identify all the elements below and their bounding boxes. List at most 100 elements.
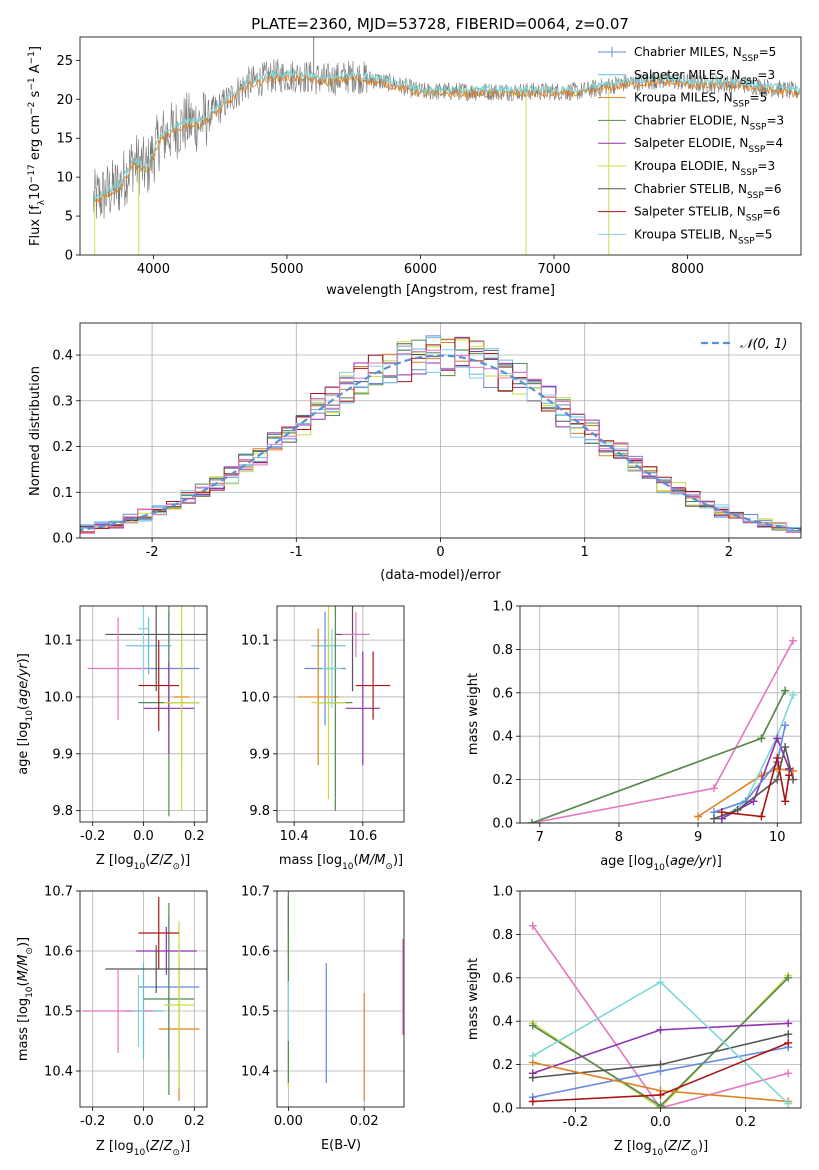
x-tick-label: 6000 xyxy=(404,262,437,277)
age-vs-Z-ylabel: age [log10(age/yr)] xyxy=(16,653,35,775)
y-tick-label: 10.0 xyxy=(44,690,73,705)
y-tick-label: 0.4 xyxy=(52,349,73,364)
weight-marker xyxy=(784,1019,793,1028)
weight-marker xyxy=(709,814,718,823)
x-tick-label: 0.0 xyxy=(133,1114,154,1129)
weight-marker xyxy=(709,784,718,793)
y-tick-label: 0.0 xyxy=(52,532,73,547)
weight-marker xyxy=(717,808,726,817)
y-tick-label: 0.2 xyxy=(492,773,513,788)
weight-marker xyxy=(781,743,790,752)
legend-entry: 𝒩(0, 1) xyxy=(740,337,787,352)
legend-entry: Kroupa STELIB, NSSP=5 xyxy=(634,227,772,246)
y-tick-label: 0.4 xyxy=(492,730,513,745)
weight-marker xyxy=(694,812,703,821)
x-tick-label: 5000 xyxy=(270,262,303,277)
x-tick-label: 1 xyxy=(581,545,589,560)
mass-vs-Z-ylabel: mass [log10(M/M⊙)] xyxy=(16,937,35,1061)
weight-marker xyxy=(784,1069,793,1078)
weight-marker xyxy=(528,1021,537,1030)
weight-marker xyxy=(784,1099,793,1108)
x-tick-label: 0.00 xyxy=(274,1114,303,1129)
weight-marker xyxy=(656,1090,665,1099)
legend-entry: Kroupa MILES, NSSP=5 xyxy=(634,91,767,110)
mass-vs-Z-xlabel: Z [log10(Z/Z⊙)] xyxy=(96,1139,190,1158)
weight-marker xyxy=(773,734,782,743)
x-tick-label: -0.2 xyxy=(80,829,105,844)
weight-series xyxy=(532,925,789,1108)
weight-marker xyxy=(773,775,782,784)
y-tick-label: 0.6 xyxy=(492,971,513,986)
age_vs_Z-errorbars xyxy=(87,606,207,817)
x-tick-label: 2 xyxy=(725,545,733,560)
weight_vs_age-frame xyxy=(519,605,802,824)
histogram-xlabel: (data-model)/error xyxy=(380,568,501,583)
weight-marker xyxy=(656,1025,665,1034)
y-tick-label: 0.4 xyxy=(492,1015,513,1030)
weight-marker xyxy=(733,805,742,814)
weight-marker xyxy=(789,690,798,699)
weight-marker xyxy=(528,1073,537,1082)
plots-group: 4000 5000 6000 7000 80000510152025wavelength… xyxy=(16,36,802,1158)
weight-marker xyxy=(784,973,793,982)
y-tick-label: 0.0 xyxy=(492,817,513,832)
y-tick-label: 10.7 xyxy=(44,885,73,900)
x-tick-label: 4000 xyxy=(137,262,170,277)
y-tick-label: 10.6 xyxy=(241,945,270,960)
histogram-ylabel: Normed distribution xyxy=(28,366,43,496)
y-tick-label: 25 xyxy=(56,54,73,69)
observed-spectrum xyxy=(93,59,800,220)
weight-marker xyxy=(527,819,536,823)
weight-marker xyxy=(781,797,790,806)
mass_vs_Z-errorbars xyxy=(82,897,207,1101)
mass_vs_ebv-frame xyxy=(276,890,405,1108)
y-tick-label: 9.9 xyxy=(249,747,270,762)
legend-entry: Salpeter ELODIE, NSSP=4 xyxy=(634,136,783,155)
weight-marker xyxy=(757,812,766,821)
x-tick-label: 0.2 xyxy=(184,1114,205,1129)
spectrum-xlabel: wavelength [Angstrom, rest frame] xyxy=(326,283,555,298)
weight-vs-age-xlabel: age [log10(age/yr)] xyxy=(600,854,722,873)
y-tick-label: 0.0 xyxy=(492,1102,513,1117)
legend-entry: Chabrier STELIB, NSSP=6 xyxy=(634,182,782,201)
weight-marker xyxy=(528,1051,537,1060)
x-tick-label: 8 xyxy=(615,830,623,845)
y-tick-label: 10.0 xyxy=(241,690,270,705)
x-tick-label: 0.02 xyxy=(350,1114,379,1129)
x-tick-label: 0.2 xyxy=(184,829,205,844)
x-tick-label: -1 xyxy=(290,545,303,560)
y-tick-label: 15 xyxy=(56,132,73,147)
y-tick-label: 10.1 xyxy=(241,634,270,649)
y-tick-label: 9.8 xyxy=(52,804,73,819)
weight-vs-Z-xlabel: Z [log10(Z/Z⊙)] xyxy=(614,1139,708,1158)
y-tick-label: 20 xyxy=(56,93,73,108)
y-tick-label: 10.7 xyxy=(241,885,270,900)
y-tick-label: 0.8 xyxy=(492,643,513,658)
y-tick-label: 10.5 xyxy=(44,1005,73,1020)
y-tick-label: 0.6 xyxy=(492,686,513,701)
x-tick-label: -2 xyxy=(146,545,159,560)
y-tick-label: 0.2 xyxy=(492,1058,513,1073)
y-tick-label: 0.3 xyxy=(52,394,73,409)
age-vs-Z-xlabel: Z [log10(Z/Z⊙)] xyxy=(96,853,190,872)
x-tick-label: 0 xyxy=(436,545,444,560)
weight-marker xyxy=(784,1030,793,1039)
legend-entry: Kroupa ELODIE, NSSP=3 xyxy=(634,159,775,178)
x-tick-label: -0.2 xyxy=(563,1115,588,1130)
model-spectrum xyxy=(94,72,801,204)
weight_vs_Z-lines xyxy=(528,921,793,1108)
age_vs_mass-frame xyxy=(276,605,405,823)
weight-vs-age-ylabel: mass weight xyxy=(466,673,481,755)
mass_vs_Z-frame xyxy=(79,890,208,1108)
x-tick-label: 7000 xyxy=(537,262,570,277)
age_vs_Z-frame xyxy=(79,605,208,823)
weight_vs_age-lines xyxy=(527,636,798,823)
y-tick-label: 0 xyxy=(65,249,73,264)
weight_vs_Z-frame xyxy=(519,890,802,1109)
y-tick-label: 10 xyxy=(56,171,73,186)
x-tick-label: 7 xyxy=(536,830,544,845)
weight-marker xyxy=(789,775,798,784)
y-tick-label: 0.8 xyxy=(492,928,513,943)
weight-marker xyxy=(784,1038,793,1047)
weight-marker xyxy=(785,771,794,780)
